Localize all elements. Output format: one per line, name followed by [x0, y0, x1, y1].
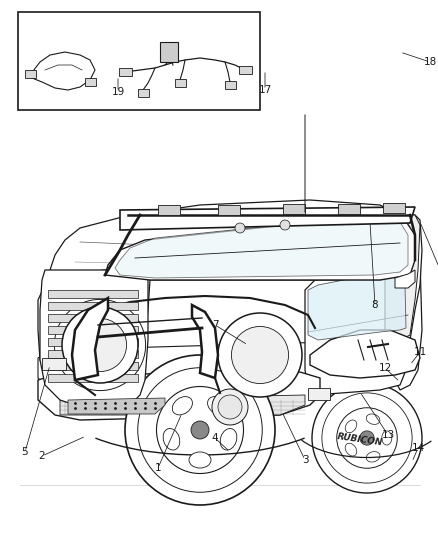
- Polygon shape: [105, 215, 415, 280]
- Polygon shape: [305, 270, 408, 395]
- Bar: [308, 388, 330, 400]
- Circle shape: [212, 389, 248, 425]
- Ellipse shape: [208, 397, 228, 415]
- Bar: [48, 374, 138, 382]
- Text: 11: 11: [413, 347, 427, 357]
- FancyBboxPatch shape: [138, 89, 148, 97]
- Polygon shape: [380, 215, 422, 345]
- Polygon shape: [395, 245, 422, 390]
- Bar: [48, 326, 138, 334]
- Circle shape: [156, 386, 244, 473]
- Circle shape: [218, 313, 302, 397]
- Polygon shape: [115, 215, 408, 278]
- FancyBboxPatch shape: [225, 81, 236, 89]
- Circle shape: [337, 408, 397, 469]
- Ellipse shape: [366, 414, 380, 424]
- Circle shape: [312, 383, 422, 493]
- Circle shape: [125, 355, 275, 505]
- Text: 18: 18: [424, 57, 437, 67]
- Bar: [158, 206, 180, 215]
- Polygon shape: [38, 340, 415, 400]
- Bar: [18, 12, 260, 110]
- Bar: [218, 205, 240, 215]
- Text: 3: 3: [302, 455, 308, 465]
- FancyBboxPatch shape: [85, 78, 95, 86]
- Circle shape: [231, 326, 289, 384]
- Polygon shape: [68, 398, 165, 414]
- Circle shape: [322, 393, 412, 483]
- FancyBboxPatch shape: [119, 68, 131, 76]
- Ellipse shape: [345, 443, 357, 456]
- Text: 19: 19: [111, 87, 125, 97]
- Bar: [48, 290, 138, 298]
- Ellipse shape: [189, 452, 211, 468]
- FancyBboxPatch shape: [25, 70, 35, 78]
- Bar: [338, 204, 360, 214]
- Text: 8: 8: [372, 300, 378, 310]
- FancyBboxPatch shape: [239, 66, 251, 74]
- Circle shape: [218, 395, 242, 419]
- Bar: [48, 302, 138, 310]
- Polygon shape: [308, 273, 406, 340]
- Text: RUBICON: RUBICON: [336, 432, 383, 448]
- Polygon shape: [72, 298, 108, 380]
- Polygon shape: [50, 200, 415, 280]
- Bar: [48, 338, 138, 346]
- Circle shape: [138, 368, 262, 492]
- Circle shape: [235, 223, 245, 233]
- Text: 2: 2: [39, 451, 45, 461]
- Polygon shape: [120, 207, 415, 230]
- Polygon shape: [60, 395, 305, 415]
- Polygon shape: [38, 372, 320, 420]
- Polygon shape: [395, 270, 415, 288]
- Bar: [42, 358, 66, 370]
- Circle shape: [74, 318, 127, 372]
- Ellipse shape: [163, 429, 180, 450]
- Ellipse shape: [198, 237, 233, 247]
- Polygon shape: [38, 270, 150, 395]
- Bar: [383, 203, 405, 213]
- Circle shape: [191, 421, 209, 439]
- Text: 1: 1: [155, 463, 161, 473]
- Ellipse shape: [382, 431, 392, 445]
- Ellipse shape: [220, 429, 237, 450]
- Bar: [48, 362, 138, 370]
- Text: 12: 12: [378, 363, 392, 373]
- Circle shape: [360, 431, 374, 445]
- Ellipse shape: [366, 451, 380, 462]
- Text: 13: 13: [381, 430, 395, 440]
- Text: 4: 4: [212, 433, 218, 443]
- Bar: [48, 350, 138, 358]
- Text: 5: 5: [22, 447, 28, 457]
- Ellipse shape: [345, 420, 357, 433]
- Polygon shape: [310, 330, 420, 378]
- Circle shape: [62, 307, 138, 383]
- Bar: [283, 204, 305, 214]
- FancyBboxPatch shape: [174, 79, 186, 87]
- Ellipse shape: [172, 397, 192, 415]
- Bar: [48, 314, 138, 322]
- Polygon shape: [40, 270, 148, 410]
- Bar: [160, 42, 178, 62]
- Text: 7: 7: [212, 320, 218, 330]
- Polygon shape: [192, 305, 218, 378]
- Circle shape: [280, 220, 290, 230]
- Polygon shape: [380, 215, 420, 340]
- Text: 17: 17: [258, 85, 272, 95]
- Text: 14: 14: [411, 443, 424, 453]
